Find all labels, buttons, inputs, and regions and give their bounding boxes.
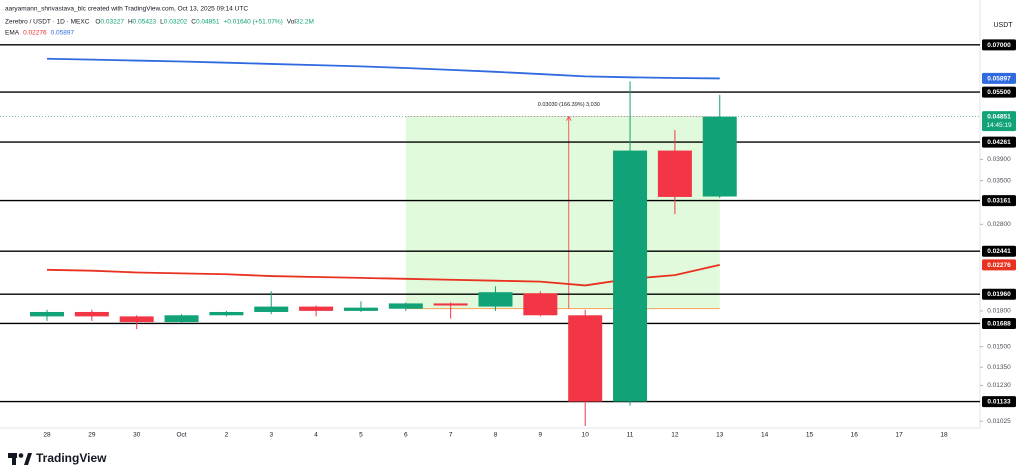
measure-label: 0.03030 (166.39%) 3,030 bbox=[538, 102, 600, 108]
level-label: 0.02441 bbox=[987, 248, 1011, 255]
x-tick-label: 2 bbox=[225, 432, 229, 439]
logo-part bbox=[24, 453, 32, 465]
ema-label-box bbox=[982, 72, 1016, 84]
candle-body bbox=[343, 307, 378, 311]
ema-label: 0.02276 bbox=[987, 262, 1011, 269]
ema-legend: EMA bbox=[5, 30, 20, 37]
candle-body bbox=[568, 315, 603, 402]
candle-body bbox=[388, 303, 423, 309]
level-label: 0.01960 bbox=[987, 291, 1011, 298]
level-label: 0.03161 bbox=[987, 198, 1011, 205]
measure-arrowhead bbox=[565, 115, 572, 121]
x-tick-label: 5 bbox=[359, 432, 363, 439]
level-label-box bbox=[982, 39, 1016, 51]
readout-change: +0.01640 (+51.07%) bbox=[224, 19, 283, 26]
readout-key: L bbox=[160, 19, 164, 26]
countdown: 14:45:19 bbox=[986, 122, 1012, 129]
x-tick-label: 18 bbox=[940, 432, 948, 439]
attribution: aaryamann_shrivastava_blc created with T… bbox=[5, 6, 248, 13]
candle-body bbox=[299, 306, 334, 311]
candle-body bbox=[702, 116, 737, 197]
x-tick-label: 10 bbox=[582, 432, 590, 439]
candle-body bbox=[613, 150, 648, 402]
x-tick-label: 30 bbox=[133, 432, 141, 439]
currency: USDT bbox=[993, 22, 1013, 29]
level-label-box bbox=[982, 86, 1016, 98]
ema-line bbox=[46, 264, 720, 287]
readout-key: Vol bbox=[287, 19, 297, 26]
y-tick-label: 0.01230 bbox=[987, 382, 1011, 389]
candle-body bbox=[433, 303, 468, 306]
x-tick-label: 28 bbox=[43, 432, 51, 439]
candle-body bbox=[209, 311, 244, 316]
level-label-box bbox=[982, 245, 1016, 257]
readout-value: 32.2M bbox=[296, 19, 314, 26]
x-tick-label: 3 bbox=[269, 432, 273, 439]
readout-value: 0.03202 bbox=[164, 19, 188, 26]
x-tick-label: 29 bbox=[88, 432, 96, 439]
overlay: 0.07000 0.05500 0.04261 0.03161 0.02441 0.019… bbox=[982, 39, 1016, 408]
level-label-box bbox=[982, 317, 1016, 329]
last-price-box bbox=[982, 111, 1016, 132]
x-tick-label: 12 bbox=[671, 432, 679, 439]
ema-legend-value: 0.05897 bbox=[51, 30, 75, 37]
y-tick-label: 0.01350 bbox=[987, 364, 1011, 371]
brand: TradingView bbox=[36, 451, 107, 465]
level-label-box bbox=[982, 136, 1016, 148]
ema-label-box bbox=[982, 259, 1016, 271]
y-tick-label: 0.01800 bbox=[987, 308, 1011, 315]
ema-line bbox=[46, 57, 720, 80]
candle-body bbox=[254, 306, 289, 312]
x-tick-label: Oct bbox=[176, 432, 186, 439]
candle-body bbox=[657, 150, 692, 197]
x-tick-label: 8 bbox=[494, 432, 498, 439]
level-label: 0.01688 bbox=[987, 320, 1011, 327]
y-tick-label: 0.01025 bbox=[987, 418, 1011, 425]
plot-area bbox=[0, 44, 983, 427]
level-label-box bbox=[982, 195, 1016, 207]
readout-key: H bbox=[128, 19, 133, 26]
y-tick-label: 0.03900 bbox=[987, 156, 1011, 163]
x-tick-label: 16 bbox=[851, 432, 859, 439]
readout-value: 0.03227 bbox=[100, 19, 124, 26]
x-tick-label: 6 bbox=[404, 432, 408, 439]
x-tick-label: 4 bbox=[314, 432, 318, 439]
level-label-box bbox=[982, 396, 1016, 408]
x-tick-label: 13 bbox=[716, 432, 724, 439]
candle-body bbox=[74, 311, 109, 317]
level-label-box bbox=[982, 288, 1016, 300]
ema-legend-value: 0.02276 bbox=[23, 30, 47, 37]
readout-value: 0.04851 bbox=[196, 19, 220, 26]
candle-body bbox=[523, 293, 558, 316]
candle-body bbox=[30, 311, 64, 317]
logo-part bbox=[12, 453, 16, 465]
readout-key: O bbox=[95, 19, 100, 26]
candle-body bbox=[164, 315, 199, 323]
y-tick-label: 0.02800 bbox=[987, 221, 1011, 228]
level-label: 0.01133 bbox=[987, 399, 1011, 406]
logo-part bbox=[18, 453, 24, 458]
level-label: 0.04261 bbox=[987, 139, 1011, 146]
ema-label: 0.05897 bbox=[987, 75, 1011, 82]
readout-value: 0.05423 bbox=[133, 19, 157, 26]
y-tick-label: 0.01500 bbox=[987, 343, 1011, 350]
brand-logo bbox=[8, 453, 32, 465]
level-label: 0.05500 bbox=[987, 89, 1011, 96]
symbol: Zerebro / USDT · 1D · MEXC bbox=[5, 19, 90, 26]
candle-body bbox=[119, 316, 154, 323]
last-price-label: 0.04851 bbox=[987, 114, 1011, 121]
x-tick-label: 17 bbox=[896, 432, 904, 439]
x-tick-label: 14 bbox=[761, 432, 769, 439]
x-tick-label: 15 bbox=[806, 432, 814, 439]
x-tick-label: 11 bbox=[627, 432, 634, 439]
y-tick-label: 0.03500 bbox=[987, 177, 1011, 184]
readout-key: C bbox=[191, 19, 196, 26]
level-label: 0.07000 bbox=[987, 42, 1011, 49]
candle-body bbox=[478, 292, 513, 307]
x-tick-label: 9 bbox=[539, 432, 543, 439]
x-tick-label: 7 bbox=[449, 432, 453, 439]
